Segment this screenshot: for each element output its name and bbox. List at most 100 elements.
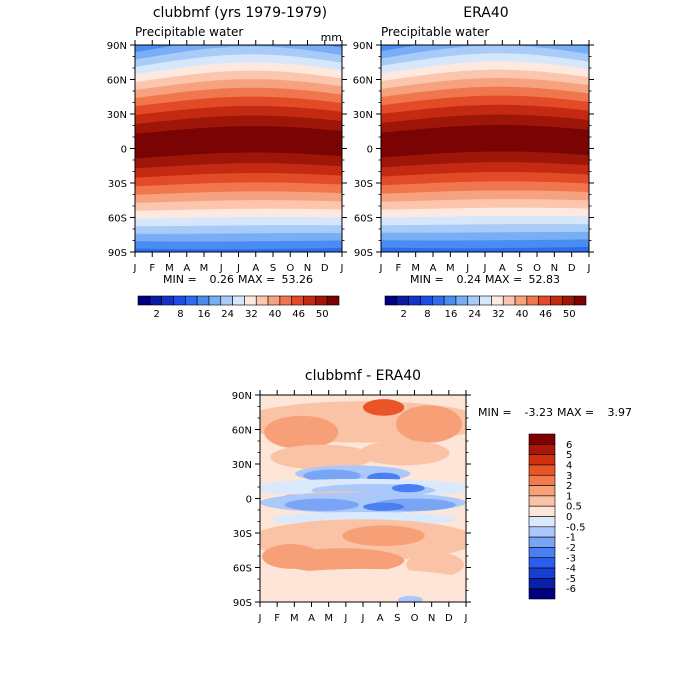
colorbar-box: [550, 295, 563, 306]
x-tick-label: M: [324, 613, 333, 624]
panel3-plot: [260, 395, 466, 602]
x-tick-label: F: [395, 263, 401, 274]
x-tick-label: J: [465, 263, 469, 274]
colorbar-label: -0.5: [566, 522, 586, 533]
panel1-units: mm: [321, 31, 342, 44]
colorbar-box: [184, 295, 198, 306]
colorbar-box: [528, 454, 556, 466]
diff-region: [398, 595, 423, 602]
x-tick-label: J: [587, 263, 591, 274]
colorbar-box: [255, 295, 269, 306]
colorbar-box: [528, 464, 556, 476]
colorbar-box: [384, 295, 398, 306]
diff-region: [363, 399, 405, 416]
x-tick-label: J: [464, 613, 468, 624]
y-tick-label: 60N: [353, 76, 373, 87]
x-tick-label: F: [149, 263, 155, 274]
x-tick-label: F: [274, 613, 280, 624]
panel1-field: [135, 45, 342, 252]
colorbar-box: [291, 295, 304, 306]
colorbar-box: [502, 295, 516, 306]
colorbar-label: 46: [539, 309, 552, 320]
y-tick-label: 60N: [107, 76, 127, 87]
panel2-field: [381, 45, 589, 252]
colorbar-box: [526, 295, 540, 306]
x-tick-label: S: [270, 263, 276, 274]
panel1-min-value: 0.26: [210, 273, 235, 286]
panel1-min-label: MIN =: [163, 273, 197, 286]
x-tick-label: J: [343, 613, 347, 624]
colorbar-box: [573, 295, 587, 306]
colorbar-box: [196, 295, 210, 306]
colorbar-label: -4: [566, 564, 576, 575]
colorbar-box: [220, 295, 233, 306]
colorbar-label: -6: [566, 584, 576, 595]
panel3-title: clubbmf - ERA40: [305, 368, 421, 384]
colorbar-box: [279, 295, 293, 306]
y-tick-label: 0: [246, 495, 252, 506]
diff-region: [303, 469, 361, 482]
panel-clubbmf: clubbmf (yrs 1979-1979) Precipitable wat…: [107, 5, 347, 320]
colorbar-box: [479, 295, 492, 306]
panel1-max-label: MAX =: [238, 273, 275, 286]
panel1-minmax: MIN = 0.26 MAX = 53.26: [163, 273, 313, 286]
colorbar-box: [326, 295, 340, 306]
x-tick-label: M: [200, 263, 209, 274]
x-tick-label: J: [133, 263, 137, 274]
y-tick-label: 30S: [354, 179, 373, 190]
colorbar-label: 8: [177, 309, 183, 320]
colorbar-label: 32: [492, 309, 505, 320]
colorbar-label: 5: [566, 450, 572, 461]
colorbar-label: -1: [566, 533, 576, 544]
colorbar-label: 16: [445, 309, 458, 320]
colorbar-box: [528, 474, 556, 486]
colorbar-label: 0.5: [566, 502, 582, 513]
colorbar-label: 50: [316, 309, 329, 320]
panel2-title: ERA40: [463, 5, 508, 21]
x-tick-label: O: [286, 263, 294, 274]
diff-region: [280, 548, 405, 574]
colorbar-box: [244, 295, 257, 306]
colorbar-label: -5: [566, 574, 576, 585]
panel1-colorbar: 2 8 16 24 32 40 46 50: [137, 295, 340, 320]
y-tick-label: 60S: [233, 564, 252, 575]
y-tick-label: 90S: [354, 248, 373, 259]
panel-era40: ERA40 Precipitable water J F M A M J J A S O N D J90…: [353, 5, 594, 320]
diff-region: [406, 552, 464, 578]
x-tick-label: N: [304, 263, 311, 274]
y-tick-label: 60S: [108, 214, 127, 225]
y-tick-label: 90N: [107, 41, 127, 52]
colorbar-box: [528, 567, 556, 579]
colorbar-label: 2: [401, 309, 407, 320]
colorbar-label: 40: [269, 309, 282, 320]
y-tick-label: 60S: [354, 214, 373, 225]
diff-region: [270, 444, 374, 470]
y-tick-label: 90N: [353, 41, 373, 52]
colorbar-box: [528, 536, 556, 548]
panel3-field: [260, 395, 466, 602]
panel3-min-label: MIN =: [478, 406, 512, 419]
colorbar-box: [528, 557, 556, 569]
x-tick-label: D: [568, 263, 576, 274]
colorbar-box: [528, 485, 556, 497]
panel2-plot: [381, 45, 589, 252]
panel2-min-value: 0.24: [457, 273, 482, 286]
colorbar-label: -3: [566, 553, 576, 564]
x-tick-label: A: [430, 263, 437, 274]
diff-region: [342, 525, 425, 547]
panel2-min-label: MIN =: [410, 273, 444, 286]
x-tick-label: N: [551, 263, 558, 274]
y-tick-label: 0: [121, 145, 127, 156]
colorbar-label: 6: [566, 440, 572, 451]
colorbar-box: [149, 295, 162, 306]
colorbar-box: [161, 295, 174, 306]
x-tick-label: M: [446, 263, 455, 274]
colorbar-label: 2: [154, 309, 160, 320]
diff-region: [260, 568, 466, 602]
colorbar-label: 40: [516, 309, 529, 320]
